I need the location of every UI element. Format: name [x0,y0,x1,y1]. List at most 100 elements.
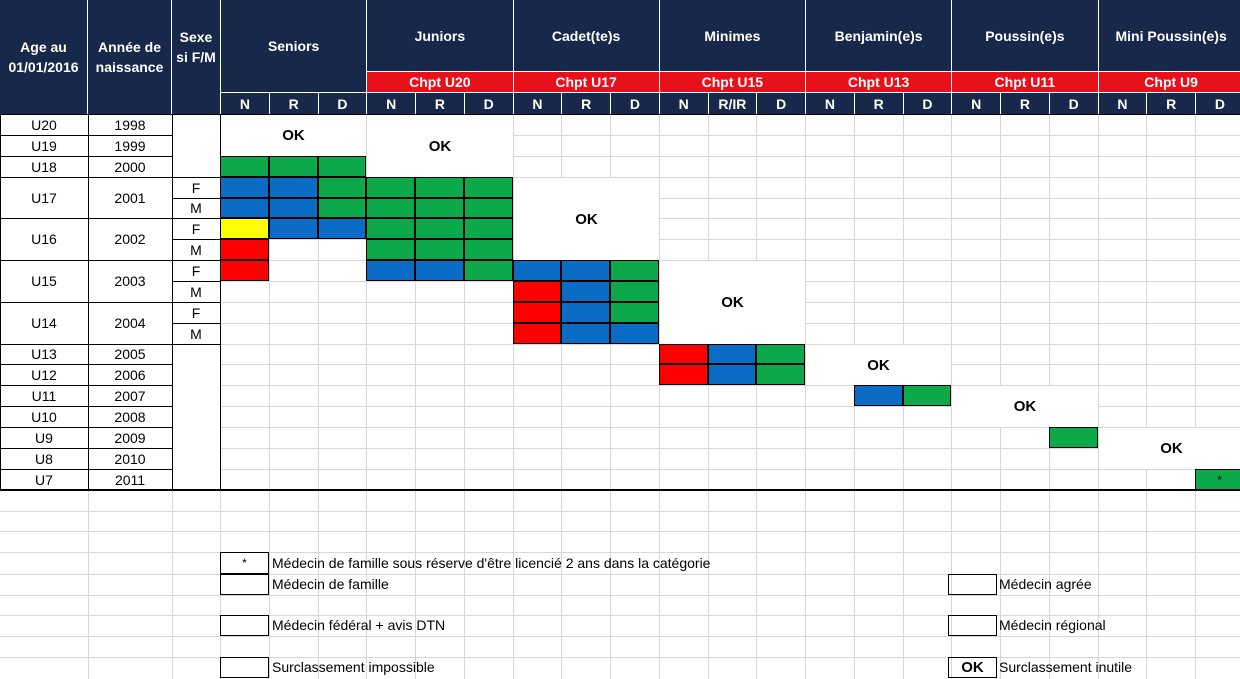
category-title-text: Poussin(e)s [985,28,1065,44]
grid-cell-green [610,281,659,302]
sheet-gridline-vertical [561,491,562,679]
level-subheader-text: R/IR [718,95,747,112]
age-label: U12 [31,366,57,383]
sheet-gridline-vertical [756,491,757,679]
sex-row-border [172,239,220,240]
birth-year-label: 2008 [114,408,146,425]
grid-cell-blue [415,260,464,281]
championship-label: Chpt U11 [952,72,1098,92]
column-border [88,114,89,491]
ok-block: OK [514,178,659,260]
row-border [0,344,172,345]
birth-year-label: 1999 [114,137,146,154]
grid-cell-blue [561,302,610,323]
sex-block-bottom [172,344,220,345]
sex-header-text: Sexe si F/M [176,29,216,65]
row-border [0,260,172,261]
level-subheader-text: N [532,95,543,112]
grid-line-horizontal [220,198,1240,199]
grid-cell-blue [318,218,366,239]
sheet-gridline-vertical [464,491,465,679]
level-subheader: R [269,93,318,114]
level-subheader-text: N [239,95,250,112]
age-label: U15 [31,273,57,289]
row-border [0,427,172,428]
legend-swatch-red [220,615,269,636]
sex-row-border [172,302,220,303]
birth-year-column-header: Année de naissance [88,0,171,114]
category-title-text: Seniors [267,38,320,54]
level-subheader: N [513,93,562,114]
grid-cell-green [464,260,513,281]
birth-year-label: 2011 [114,471,146,488]
age-label: U8 [35,450,53,467]
grid-cell-green [318,198,366,218]
ok-label: OK [575,210,598,228]
cell-mark: * [1217,472,1222,487]
sheet-gridline-horizontal [0,615,1240,616]
category-title: Juniors [367,0,513,71]
level-subheader-text: N [824,95,835,112]
sheet-gridline-vertical [1000,491,1001,679]
level-subheader-text: D [337,95,348,112]
column-border [220,114,221,491]
grid-cell-blue [269,218,318,239]
grid-line-horizontal [220,135,1240,136]
category-title: Benjamin(e)s [806,0,952,71]
legend-swatch-green-asterisk: * [220,552,269,574]
level-subheader-text: R [434,95,445,112]
sheet-gridline-vertical [708,491,709,679]
grid-cell-green [464,198,513,218]
grid-cell-blue [854,385,903,406]
level-subheader: D [611,93,659,114]
grid-cell-green [366,198,415,218]
level-subheader-text: D [1214,95,1225,112]
category-title-text: Minimes [704,28,761,44]
age-label: U19 [31,137,57,154]
grid-line-horizontal [220,385,1240,386]
sheet-gridline-vertical [513,491,514,679]
birth-year-label: 2010 [114,450,146,467]
level-subheader: R [1001,93,1049,114]
sheet-gridline-vertical [318,491,319,679]
sheet-gridline-vertical [1195,491,1196,679]
sheet-gridline-vertical [415,491,416,679]
legend-text-approved-doctor: Médecin agrée [999,576,1092,592]
sheet-gridline-vertical [1049,491,1050,679]
row-border [0,302,172,303]
sex-label: F [191,304,201,321]
row-border [0,177,172,178]
row-border [0,469,172,470]
sex-label: F [191,220,201,237]
grid-line-horizontal [220,469,1240,470]
ok-label: OK [867,356,890,374]
column-border [172,114,173,491]
category-title: Seniors [221,0,367,92]
championship-label: Chpt U17 [513,72,659,92]
table-bottom-border [0,489,1240,491]
column-border [0,114,1,491]
level-subheader-text: N [971,95,982,112]
grid-cell-green [318,156,366,177]
grid-cell-blue [269,198,318,218]
category-title-text: Mini Poussin(e)s [1115,28,1227,44]
grid-line-horizontal [220,177,1240,178]
grid-line-horizontal [220,239,1240,240]
row-border [0,114,172,115]
level-subheader-text: D [1068,95,1079,112]
grid-cell-green [903,385,951,406]
grid-cell-green [464,177,513,198]
sheet-gridline-horizontal [0,636,1240,637]
sheet-gridline-vertical [610,491,611,679]
birth-year-label: 2000 [114,158,146,175]
sheet-gridline-vertical [88,491,89,679]
grid-cell-blue [708,364,756,385]
grid-line-horizontal [220,260,1240,261]
legend-text-regional-doctor: Médecin régional [999,617,1106,633]
championship-label-text: Chpt U17 [555,74,617,90]
grid-cell-blue [269,177,318,198]
level-subheader: N [221,93,269,114]
grid-cell-green [756,344,805,364]
category-title-text: Benjamin(e)s [834,28,923,44]
age-label: U10 [31,408,57,425]
